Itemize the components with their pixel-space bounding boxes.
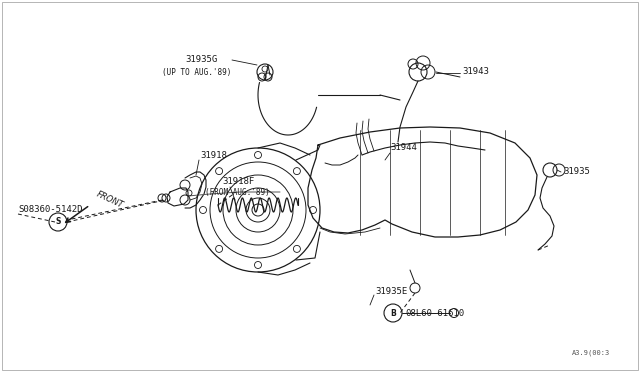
Text: 31918F: 31918F	[222, 177, 254, 186]
Text: B: B	[390, 308, 396, 317]
Text: 08L60-61610: 08L60-61610	[405, 310, 464, 318]
Text: 31935: 31935	[563, 167, 590, 176]
Text: 31944: 31944	[390, 144, 417, 153]
Text: FRONT: FRONT	[95, 190, 125, 210]
Text: 31935G: 31935G	[185, 55, 217, 64]
Text: S08360-5142D: S08360-5142D	[18, 205, 83, 215]
Text: 31943: 31943	[462, 67, 489, 77]
Text: (UP TO AUG.'89): (UP TO AUG.'89)	[162, 67, 232, 77]
Text: S: S	[55, 218, 61, 227]
Text: 31935E: 31935E	[375, 288, 407, 296]
Text: A3.9(00:3: A3.9(00:3	[572, 350, 611, 356]
Text: 31918: 31918	[200, 151, 227, 160]
Text: (FROM AUG.'89): (FROM AUG.'89)	[205, 187, 269, 196]
